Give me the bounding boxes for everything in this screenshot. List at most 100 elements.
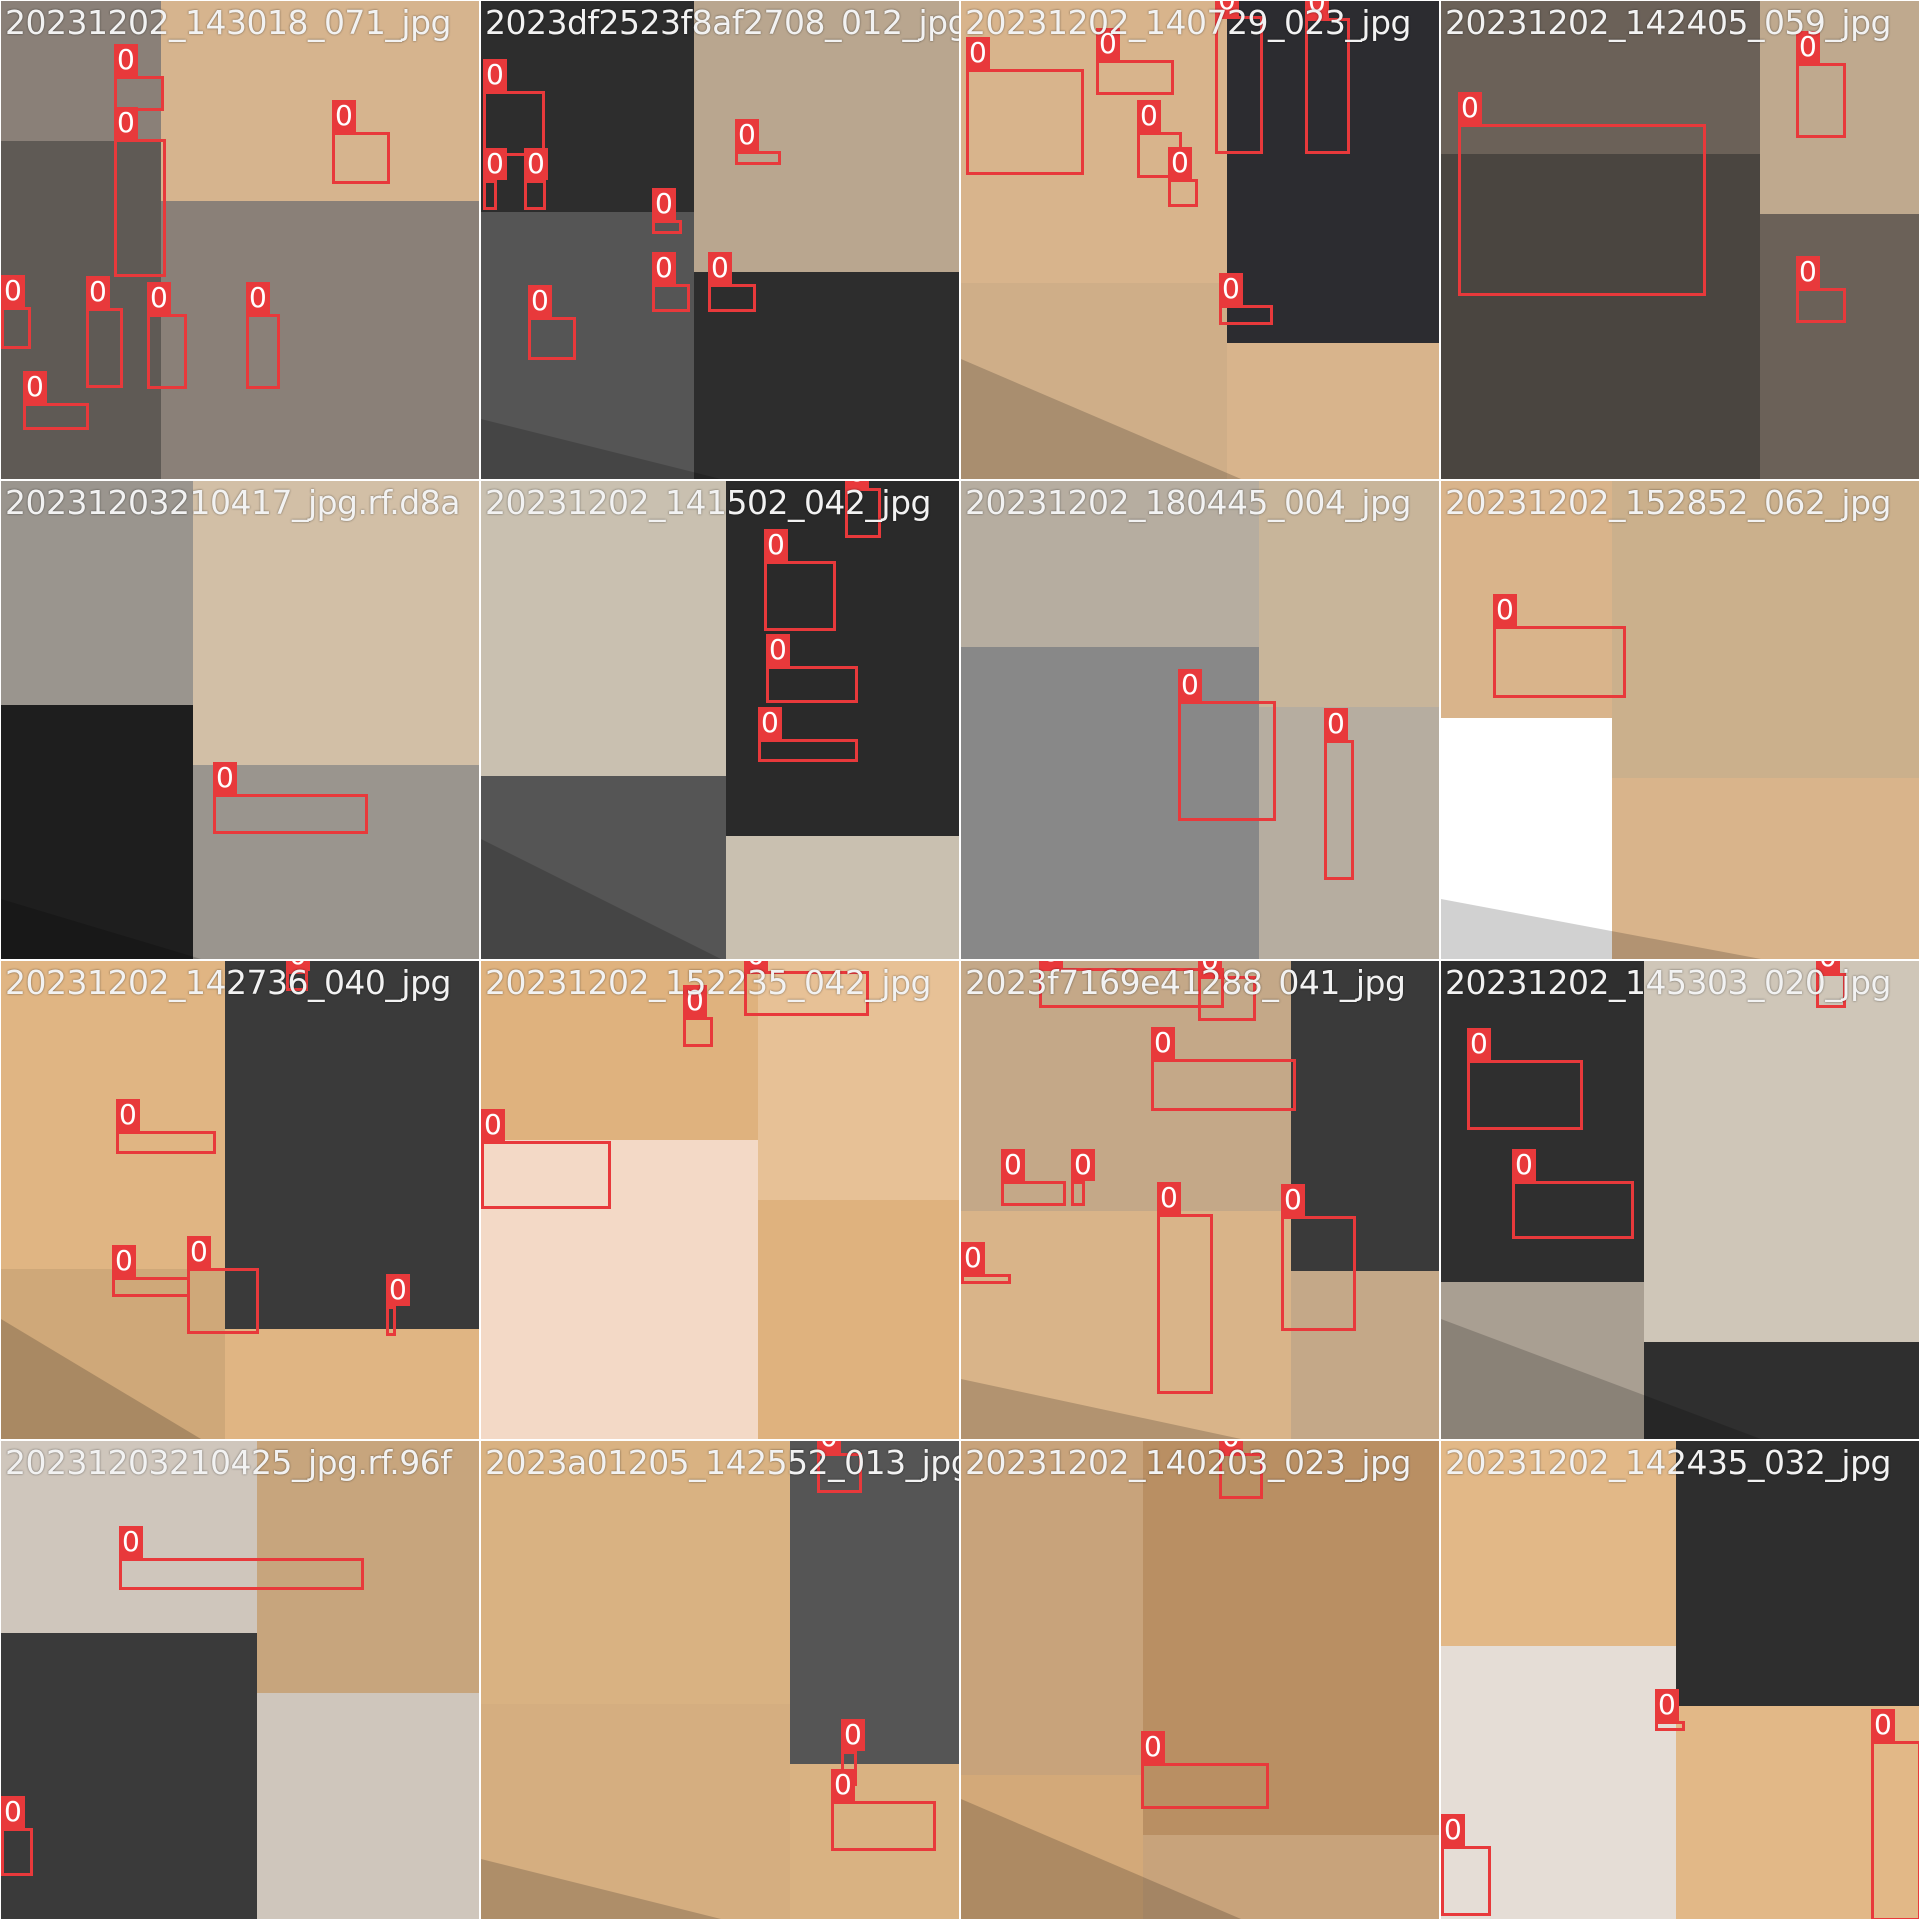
knife-detection-box: 0 [246, 282, 280, 389]
mosaic-patch [1441, 154, 1760, 479]
knife-detection-box: 0 [147, 282, 187, 389]
photo-mosaic [1, 1441, 479, 1919]
class-label-tag: 0 [1178, 669, 1202, 701]
mosaic-patch [1441, 718, 1612, 959]
mosaic-patch [225, 961, 479, 1329]
class-label-tag: 0 [114, 44, 138, 76]
class-label-tag: 0 [1, 275, 25, 307]
knife-detection-box: 0 [1, 1796, 33, 1876]
knife-detection-box: 0 [213, 762, 368, 834]
image-filename-label: 20231202_141502_042_jpg [485, 483, 932, 522]
class-label-tag: 0 [1816, 961, 1840, 973]
mosaic-patch [1, 1633, 257, 1919]
knife-detection-box: 0 [386, 1274, 410, 1336]
knife-detection-box: 0 [845, 481, 881, 538]
knife-detection-box: 0 [483, 59, 545, 156]
image-filename-label: 20231202_145303_020_jpg [1445, 963, 1892, 1002]
mosaic-patch [1644, 961, 1919, 1342]
class-label-tag: 0 [708, 252, 732, 284]
knife-detection-box: 0 [1001, 1149, 1066, 1206]
table-edge-shadow [481, 839, 721, 959]
photo-mosaic [1, 481, 479, 959]
mosaic-patch [961, 283, 1227, 479]
table-edge-shadow [961, 359, 1241, 479]
knife-detection-box: 0 [758, 707, 858, 762]
knife-detection-box: 0 [1157, 1182, 1213, 1394]
image-filename-label: 20231202_180445_004_jpg [965, 483, 1412, 522]
class-label-tag: 0 [1151, 1027, 1175, 1059]
knife-detection-box: 0 [1215, 1, 1263, 154]
table-edge-shadow [1441, 1319, 1761, 1439]
photo-mosaic [1441, 1, 1919, 479]
mosaic-tile: 20231203210417_jpg.rf.d8a 0 [1, 481, 479, 959]
knife-detection-box: 0 [86, 276, 123, 388]
mosaic-patch [1612, 481, 1919, 778]
knife-detection-box: 0 [1796, 31, 1846, 138]
image-filename-label: 20231202_142435_032_jpg [1445, 1443, 1892, 1482]
class-label-tag: 0 [1219, 273, 1243, 305]
mosaic-patch [1, 705, 193, 959]
photo-mosaic [481, 961, 959, 1439]
table-edge-shadow [1, 1319, 201, 1439]
mosaic-patch [790, 1441, 959, 1764]
class-label-tag: 0 [481, 1109, 505, 1141]
class-label-tag: 0 [1441, 1814, 1465, 1846]
class-label-tag: 0 [1168, 147, 1192, 179]
mosaic-patch [726, 481, 959, 836]
knife-detection-box: 0 [1096, 28, 1174, 95]
class-label-tag: 0 [23, 371, 47, 403]
class-label-tag: 0 [246, 282, 270, 314]
mosaic-tile: 20231202_142405_059_jpg 0 0 0 [1441, 1, 1919, 479]
knife-detection-box: 0 [1168, 147, 1198, 207]
mosaic-tile: 20231202_142435_032_jpg 0 0 0 [1441, 1441, 1919, 1919]
class-label-tag: 0 [116, 1099, 140, 1131]
class-label-tag: 0 [1, 1796, 25, 1828]
knife-detection-box: 0 [187, 1236, 259, 1334]
knife-detection-box: 0 [528, 285, 576, 360]
knife-detection-box: 0 [831, 1769, 936, 1851]
knife-detection-box: 0 [1324, 708, 1354, 880]
class-label-tag: 0 [961, 1242, 985, 1274]
image-filename-label: 20231203210425_jpg.rf.96f [5, 1443, 452, 1482]
knife-detection-box: 0 [1441, 1814, 1491, 1916]
class-label-tag: 0 [1157, 1182, 1181, 1214]
mosaic-tile: 2023df2523f8af2708_012_jpg 0 0 0 0 0 0 0 0 [481, 1, 959, 479]
photo-mosaic [961, 481, 1439, 959]
knife-detection-box: 0 [735, 119, 781, 165]
knife-detection-box: 0 [481, 1109, 611, 1209]
photo-mosaic [481, 481, 959, 959]
class-label-tag: 0 [86, 276, 110, 308]
class-label-tag: 0 [845, 481, 869, 488]
knife-detection-box: 0 [1178, 669, 1276, 821]
mosaic-patch [961, 647, 1259, 959]
photo-mosaic [961, 1, 1439, 479]
class-label-tag: 0 [1871, 1709, 1895, 1741]
knife-detection-box: 0 [652, 188, 682, 234]
mosaic-patch [1441, 1646, 1676, 1919]
knife-detection-box: 0 [1219, 1441, 1263, 1499]
class-label-tag: 0 [1655, 1689, 1679, 1721]
class-label-tag: 0 [841, 1719, 865, 1751]
knife-detection-box: 0 [116, 1099, 216, 1154]
image-filename-label: 20231202_152235_042_jpg [485, 963, 932, 1002]
knife-detection-box: 0 [1871, 1709, 1919, 1919]
mosaic-patch [257, 1441, 479, 1693]
knife-detection-box: 0 [708, 252, 756, 312]
class-label-tag: 0 [1096, 28, 1120, 60]
image-filename-label: 20231202_143018_071_jpg [5, 3, 452, 42]
class-label-tag: 0 [1512, 1149, 1536, 1181]
class-label-tag: 0 [528, 285, 552, 317]
knife-detection-box: 0 [744, 961, 869, 1016]
knife-detection-box: 0 [764, 529, 836, 631]
mosaic-patch [1760, 1, 1919, 214]
class-label-tag: 0 [1324, 708, 1348, 740]
class-label-tag: 0 [1305, 1, 1329, 18]
mosaic-patch [481, 776, 726, 959]
class-label-tag: 0 [483, 148, 507, 180]
class-label-tag: 0 [735, 119, 759, 151]
